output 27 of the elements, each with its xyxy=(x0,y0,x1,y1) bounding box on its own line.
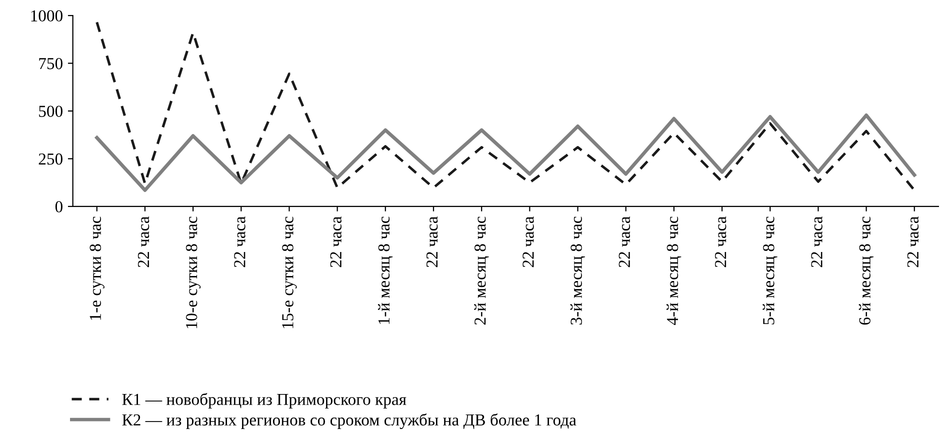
x-tick-label: 5-й месяц 8 час xyxy=(762,216,778,324)
x-tick-label: 22 часа xyxy=(618,216,630,268)
line-series xyxy=(96,20,916,192)
x-tick-label: 1-й месяц 8 час xyxy=(378,216,393,324)
y-tick-label: 1000 xyxy=(31,10,62,22)
line-series xyxy=(95,113,916,192)
x-tick-label: 22 часа xyxy=(330,216,342,268)
x-tick-label: 4-й месяц 8 час xyxy=(666,216,682,326)
x-tick-label: 22 часа xyxy=(138,216,150,268)
x-tick-label: 2-й месяц 8 час xyxy=(474,216,489,325)
x-tick-label: 22 часа xyxy=(426,216,438,268)
x-tick-label: 10-е сутки 8 час xyxy=(186,216,201,328)
x-tick-label: 22 часа xyxy=(715,216,726,268)
y-tick-label: 750 xyxy=(39,58,62,70)
x-tick-label: 6-й месяц 8 час xyxy=(858,216,874,325)
legend-label: К1 — новобранцы из Приморского края xyxy=(122,392,406,408)
y-tick-label: 250 xyxy=(38,153,62,165)
x-tick-label: 22 часа xyxy=(811,216,822,268)
x-tick-label: 15-е сутки 8 час xyxy=(282,216,297,328)
x-tick-label: 22 часа xyxy=(522,216,534,268)
x-tick-label: 22 часа xyxy=(234,216,246,268)
x-tick-label: 1-е сутки 8 час xyxy=(90,216,104,320)
x-tick-label: 22 часа xyxy=(907,216,919,268)
x-tick-label: 3-й месяц 8 час xyxy=(570,216,585,325)
y-tick-label: 0 xyxy=(55,201,62,212)
y-tick-label: 500 xyxy=(39,106,62,117)
legend-label: К2 — из разных регионов со сроком службы на ДВ более 1 года xyxy=(122,413,576,429)
